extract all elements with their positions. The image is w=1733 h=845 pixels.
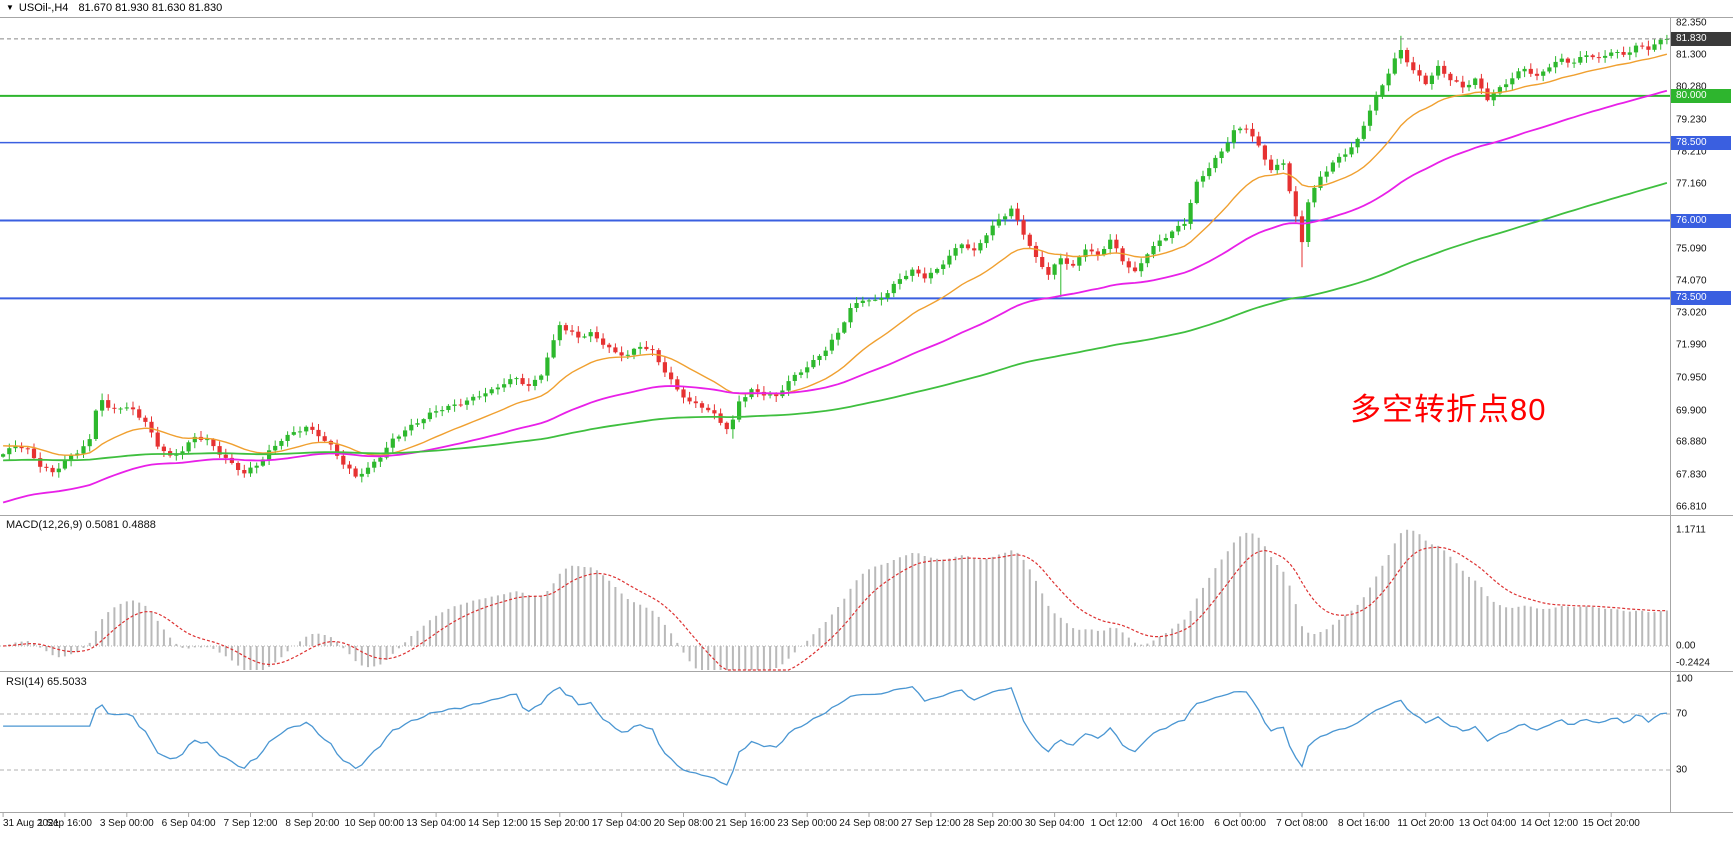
price-axis-label: 71.990	[1676, 339, 1707, 351]
time-axis-label: 11 Oct 20:00	[1397, 818, 1454, 829]
macd-axis-label: 0.00	[1676, 640, 1696, 652]
macd-axis-label: -0.2424	[1676, 657, 1710, 669]
time-axis-label: 6 Oct 00:00	[1214, 818, 1266, 829]
time-axis-label: 15 Oct 20:00	[1582, 818, 1640, 829]
macd-axis-label: 1.1711	[1676, 524, 1706, 536]
time-axis-label: 14 Sep 12:00	[468, 818, 528, 829]
macd-name: MACD(12,26,9)	[6, 519, 83, 531]
time-axis-label: 13 Oct 04:00	[1458, 818, 1517, 829]
rsi-value: 65.5033	[46, 676, 87, 688]
time-axis-label: 23 Sep 00:00	[777, 818, 837, 829]
time-axis-label: 10 Sep 00:00	[344, 818, 404, 829]
price-axis-label: 78.210	[1676, 146, 1707, 158]
chart-text-annotation[interactable]: 多空转折点80	[1350, 392, 1547, 427]
time-axis-label: 28 Sep 20:00	[962, 818, 1023, 829]
macd-values: 0.5081 0.4888	[85, 519, 156, 531]
level-price-badge: 80.000	[1671, 88, 1731, 103]
time-axis-label: 4 Oct 16:00	[1152, 818, 1205, 829]
price-axis-label: 74.070	[1676, 275, 1707, 287]
price-axis-label: 69.900	[1676, 405, 1707, 417]
rsi-axis-label: 100	[1676, 673, 1693, 685]
rsi-axis-label: 30	[1676, 764, 1688, 776]
time-axis-label: 17 Sep 04:00	[591, 818, 652, 829]
time-axis-label: 13 Sep 04:00	[406, 818, 466, 829]
candlesticks	[1, 34, 1669, 483]
price-axis-label: 66.810	[1676, 501, 1707, 513]
time-axis-label: 1 Oct 12:00	[1090, 818, 1143, 829]
time-axis-label: 7 Oct 08:00	[1276, 818, 1328, 829]
time-axis-label: 8 Sep 20:00	[285, 818, 340, 829]
macd-indicator-label: MACD(12,26,9) 0.5081 0.4888	[6, 519, 156, 531]
price-axis-label: 80.280	[1676, 81, 1707, 93]
chart-title: ▼ USOil-,H4 81.670 81.930 81.630 81.830	[6, 2, 222, 14]
rsi-name: RSI(14)	[6, 676, 44, 688]
level-price-badge: 76.000	[1671, 213, 1731, 228]
panel-borders	[0, 17, 1733, 813]
level-price-badge: 78.500	[1671, 135, 1731, 150]
time-axis-label: 30 Sep 04:00	[1024, 818, 1085, 829]
level-price-badge: 73.500	[1671, 291, 1731, 306]
price-axis-label: 82.350	[1676, 17, 1707, 29]
current-price-badge: 81.830	[1671, 31, 1731, 46]
price-axis-label: 77.160	[1676, 178, 1707, 190]
symbol-period-label: USOil-,H4	[18, 2, 69, 14]
time-axis-label: 24 Sep 08:00	[839, 818, 899, 829]
rsi-axis-label: 70	[1676, 708, 1688, 720]
time-axis-label: 1 Sep 16:00	[37, 818, 92, 829]
ohlc-values: 81.670 81.930 81.630 81.830	[78, 2, 223, 14]
time-axis-label: 8 Oct 16:00	[1337, 818, 1390, 829]
macd-plot	[0, 529, 1670, 671]
symbol-dropdown-icon[interactable]: ▼	[6, 3, 14, 12]
rsi-pane[interactable]	[0, 685, 1670, 786]
price-axis-label: 73.020	[1676, 307, 1707, 319]
price-pane[interactable]	[0, 34, 1670, 504]
time-axis-label: 31 Aug 2021	[3, 818, 60, 829]
rsi-indicator-label: RSI(14) 65.5033	[6, 676, 87, 688]
time-axis-label: 20 Sep 08:00	[653, 818, 714, 829]
time-axis-label: 3 Sep 00:00	[99, 818, 154, 829]
time-axis-label: 6 Sep 04:00	[161, 818, 216, 829]
time-axis-label: 27 Sep 12:00	[901, 818, 961, 829]
price-axis-label: 70.950	[1676, 372, 1707, 384]
price-axis-label: 75.090	[1676, 243, 1707, 255]
moving-average-lines	[2, 53, 1668, 504]
price-axis-label: 81.300	[1676, 49, 1707, 61]
time-axis-label: 21 Sep 16:00	[715, 818, 776, 829]
time-axis-label: 15 Sep 20:00	[530, 818, 590, 829]
price-axis-label: 79.230	[1676, 114, 1707, 126]
macd-pane[interactable]	[0, 529, 1670, 671]
time-axis-label: 14 Oct 12:00	[1520, 818, 1579, 829]
price-axis-label: 67.830	[1676, 469, 1707, 481]
price-axis-label: 68.880	[1676, 436, 1707, 448]
horizontal-level-lines[interactable]	[0, 94, 1670, 300]
rsi-plot	[0, 685, 1670, 786]
time-axis-ticks	[2, 812, 1612, 817]
time-axis-label: 7 Sep 12:00	[223, 818, 278, 829]
